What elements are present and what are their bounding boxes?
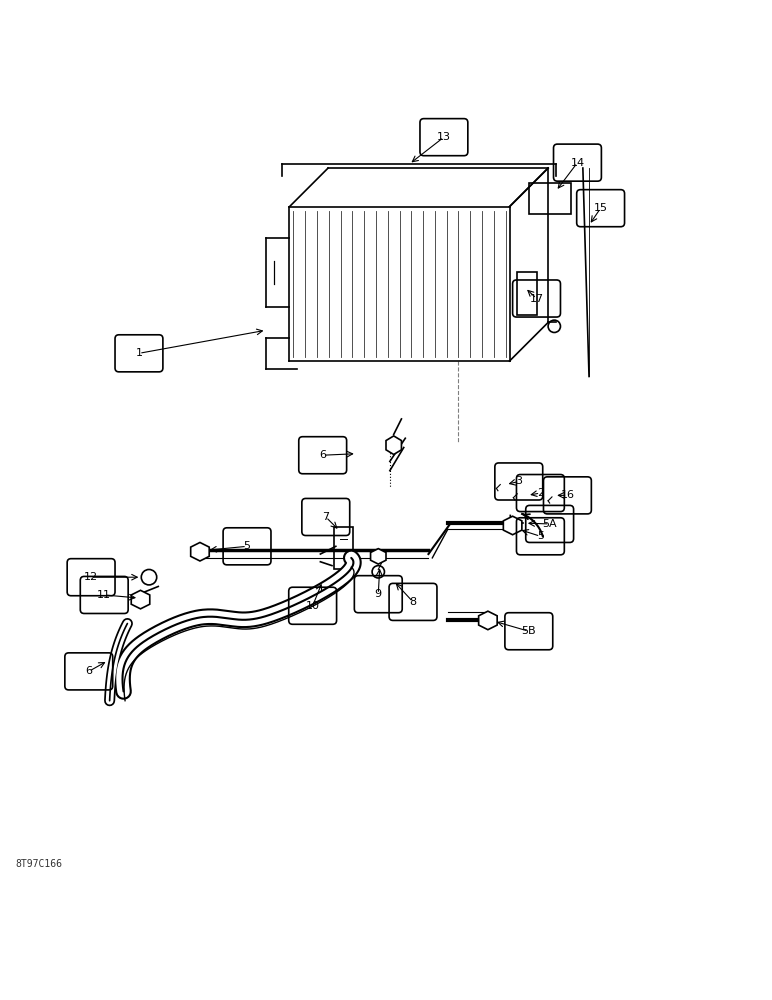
Text: 5: 5 [243,541,251,551]
Text: 8: 8 [409,597,417,607]
Text: 6: 6 [85,666,93,676]
Polygon shape [479,611,497,630]
Text: 9: 9 [374,589,382,599]
Text: 5B: 5B [522,626,536,636]
Text: 10: 10 [306,601,320,611]
Text: 15: 15 [594,203,608,213]
Text: 12: 12 [84,572,98,582]
Text: 17: 17 [530,294,543,304]
Polygon shape [503,516,522,535]
Text: 13: 13 [437,132,451,142]
Text: 2: 2 [537,488,544,498]
Polygon shape [191,542,209,561]
Text: 11: 11 [97,590,111,600]
Text: 5: 5 [537,531,544,541]
Text: 7: 7 [322,512,330,522]
Bar [334,527,353,569]
Text: 6: 6 [319,450,327,460]
Bar [517,272,537,315]
Text: 1: 1 [135,348,143,358]
Text: 8T97C166: 8T97C166 [15,859,63,869]
Bar [529,183,571,214]
Text: 5A: 5A [543,519,557,529]
Text: 3: 3 [515,476,523,486]
Text: 14: 14 [571,158,584,168]
Text: 16: 16 [560,490,574,500]
Polygon shape [131,590,150,609]
Polygon shape [371,549,386,564]
Polygon shape [386,436,401,454]
